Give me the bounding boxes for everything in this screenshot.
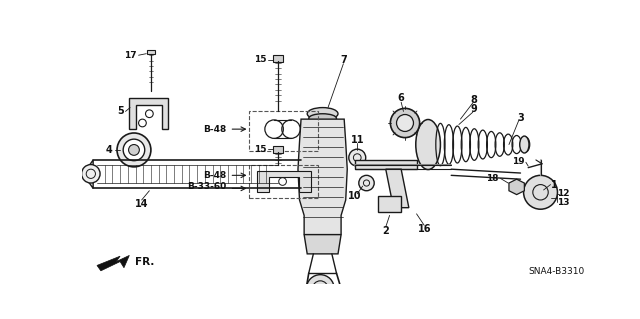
Text: 13: 13: [557, 198, 570, 207]
Polygon shape: [378, 196, 401, 211]
Text: 14: 14: [135, 199, 148, 209]
Text: 5: 5: [117, 107, 124, 116]
Polygon shape: [509, 179, 524, 195]
Text: 9: 9: [471, 104, 477, 114]
Text: FR.: FR.: [136, 256, 155, 267]
Text: B-48: B-48: [203, 125, 227, 134]
Text: SNA4-B3310: SNA4-B3310: [528, 267, 584, 276]
Bar: [249, 111, 318, 152]
Circle shape: [82, 165, 100, 183]
Text: B-33-60: B-33-60: [187, 182, 227, 191]
Text: 7: 7: [340, 55, 347, 65]
Bar: [249, 165, 318, 198]
Text: 18: 18: [486, 174, 499, 183]
Text: 2: 2: [382, 226, 389, 236]
Circle shape: [359, 175, 374, 191]
Text: 15: 15: [254, 55, 266, 64]
Polygon shape: [88, 160, 93, 189]
Polygon shape: [129, 98, 168, 129]
Text: 6: 6: [398, 93, 404, 103]
Polygon shape: [97, 256, 129, 271]
Bar: [273, 55, 283, 62]
Text: 1: 1: [551, 180, 558, 189]
Ellipse shape: [123, 139, 145, 161]
Text: 3: 3: [517, 113, 524, 122]
Text: B-48: B-48: [203, 171, 227, 180]
Bar: [273, 146, 283, 153]
Bar: [147, 50, 155, 55]
Text: 16: 16: [417, 224, 431, 234]
Circle shape: [307, 275, 334, 302]
Text: 17: 17: [124, 51, 137, 60]
Text: 15: 15: [254, 145, 266, 154]
Text: 12: 12: [557, 189, 570, 198]
Ellipse shape: [520, 136, 529, 153]
Text: 8: 8: [471, 95, 477, 105]
Text: 4: 4: [106, 145, 113, 155]
Ellipse shape: [397, 115, 413, 131]
Ellipse shape: [117, 133, 151, 167]
Text: 11: 11: [351, 135, 364, 145]
Text: 10: 10: [348, 191, 362, 201]
Polygon shape: [304, 235, 341, 254]
Polygon shape: [386, 169, 409, 208]
Ellipse shape: [390, 108, 420, 137]
Circle shape: [524, 175, 557, 209]
Ellipse shape: [416, 120, 440, 170]
Ellipse shape: [129, 145, 140, 155]
Ellipse shape: [307, 108, 338, 120]
Ellipse shape: [308, 114, 337, 123]
Polygon shape: [298, 119, 348, 235]
Text: 19: 19: [512, 157, 524, 166]
Polygon shape: [257, 171, 311, 192]
Bar: [355, 160, 417, 169]
Circle shape: [349, 149, 365, 166]
